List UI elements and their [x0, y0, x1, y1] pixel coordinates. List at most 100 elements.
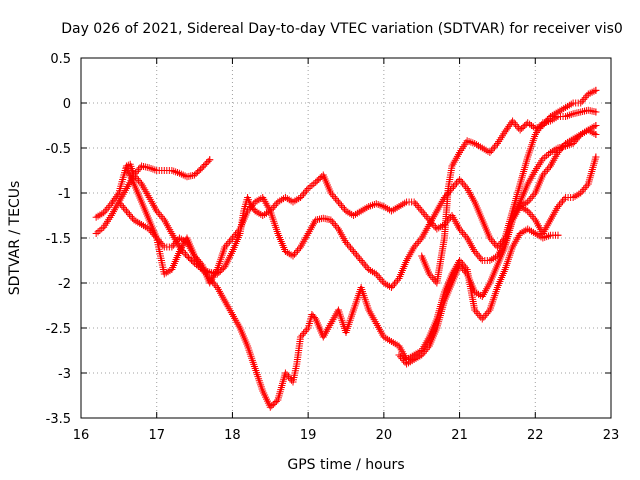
data-point-marker	[301, 188, 309, 196]
x-tick-label: 19	[300, 428, 317, 443]
x-tick-label: 17	[148, 428, 165, 443]
data-point-marker	[268, 402, 276, 410]
data-point-marker	[212, 282, 220, 290]
data-point-marker	[397, 353, 405, 361]
data-point-marker	[111, 194, 119, 202]
data-point-marker	[342, 239, 350, 246]
data-point-marker	[543, 116, 551, 124]
data-point-marker	[148, 229, 156, 237]
data-point-marker	[114, 191, 122, 199]
data-point-marker	[195, 257, 203, 265]
data-point-marker	[272, 200, 280, 208]
data-point-marker	[524, 207, 532, 215]
data-point-marker	[312, 178, 320, 186]
data-point-marker	[415, 238, 423, 246]
data-point-marker	[353, 251, 361, 259]
data-point-marker	[295, 245, 303, 253]
data-point-marker	[192, 170, 200, 178]
data-point-marker	[528, 212, 536, 220]
data-point-marker	[495, 241, 503, 249]
data-point-marker	[542, 167, 550, 175]
data-point-marker	[459, 265, 467, 273]
data-point-marker	[356, 255, 364, 263]
data-point-marker	[519, 123, 527, 131]
y-tick-label: -0.5	[46, 142, 71, 157]
data-point-marker	[398, 355, 406, 363]
data-point-marker	[168, 243, 176, 251]
data-point-marker	[351, 249, 359, 257]
data-point-marker	[545, 114, 553, 122]
data-point-marker	[456, 225, 464, 233]
data-point-marker	[556, 201, 564, 209]
data-point-marker	[149, 165, 157, 173]
data-point-marker	[390, 280, 398, 288]
data-point-marker	[181, 250, 189, 258]
data-point-marker	[286, 374, 294, 382]
data-point-marker	[513, 122, 521, 130]
data-point-marker	[462, 268, 470, 276]
data-point-marker	[457, 263, 465, 271]
data-point-marker	[460, 230, 468, 238]
x-tick-label: 23	[603, 428, 620, 443]
data-point-marker	[393, 276, 401, 284]
data-point-marker	[135, 166, 143, 174]
data-point-marker	[334, 198, 342, 206]
data-point-marker	[350, 248, 358, 255]
x-ticks: 16 17 18 19 20 21 22 23	[73, 58, 620, 443]
data-point-marker	[527, 211, 535, 219]
data-point-marker	[313, 177, 321, 185]
data-point-marker	[130, 171, 138, 179]
data-point-marker	[509, 117, 517, 125]
data-point-marker	[109, 198, 117, 206]
data-point-marker	[159, 241, 167, 249]
data-point-marker	[560, 195, 568, 203]
data-point-marker	[327, 216, 335, 224]
data-point-marker	[363, 264, 371, 272]
data-point-marker	[557, 145, 565, 153]
data-point-marker	[592, 131, 600, 138]
data-point-marker	[128, 214, 136, 222]
data-point-marker	[577, 189, 585, 197]
data-point-marker	[328, 218, 336, 226]
data-point-marker	[545, 164, 553, 172]
data-point-marker	[457, 227, 465, 235]
data-point-marker	[300, 329, 308, 337]
data-point-marker	[377, 275, 385, 283]
x-tick-label: 20	[376, 428, 393, 443]
data-point-marker	[333, 196, 341, 204]
data-point-marker	[427, 272, 435, 280]
data-point-marker	[330, 220, 338, 228]
data-point-marker	[487, 236, 495, 244]
data-point-marker	[504, 124, 512, 132]
data-point-marker	[195, 167, 203, 175]
data-point-marker	[416, 236, 424, 244]
data-point-marker	[294, 247, 302, 255]
data-point-marker	[154, 236, 162, 244]
data-point-marker	[304, 185, 312, 192]
data-point-marker	[150, 230, 158, 238]
data-point-marker	[559, 197, 567, 205]
y-axis-label: SDTVAR / TECUs	[7, 181, 23, 296]
data-point-marker	[203, 159, 211, 167]
data-point-marker	[581, 184, 589, 192]
data-point-marker	[172, 238, 180, 246]
grid	[81, 58, 611, 418]
data-point-marker	[524, 198, 532, 206]
data-point-marker	[206, 156, 214, 164]
data-point-marker	[228, 234, 236, 242]
data-point-marker	[331, 194, 339, 202]
data-point-marker	[528, 193, 536, 201]
data-point-marker	[421, 347, 429, 355]
data-point-marker	[198, 164, 206, 172]
data-point-marker	[116, 200, 124, 208]
data-point-marker	[510, 119, 518, 127]
data-point-marker	[592, 86, 600, 94]
data-point-marker	[462, 232, 470, 240]
data-point-marker	[559, 143, 567, 151]
data-point-marker	[354, 253, 362, 261]
data-point-marker	[471, 306, 479, 314]
data-point-marker	[389, 282, 397, 290]
data-point-marker	[484, 308, 492, 316]
data-point-marker	[462, 183, 470, 191]
data-point-marker	[132, 169, 140, 177]
